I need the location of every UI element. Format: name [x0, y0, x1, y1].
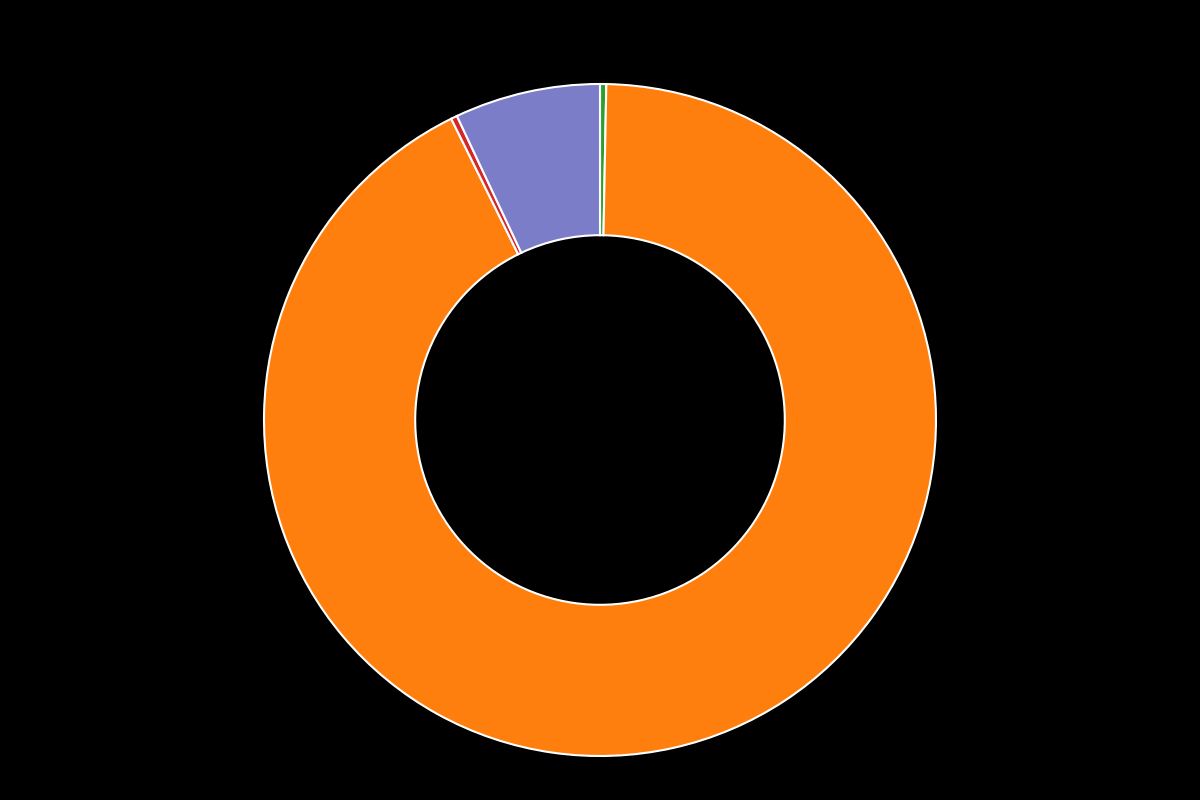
Wedge shape — [600, 84, 606, 235]
Wedge shape — [451, 116, 521, 254]
Wedge shape — [457, 84, 600, 253]
Wedge shape — [264, 84, 936, 756]
